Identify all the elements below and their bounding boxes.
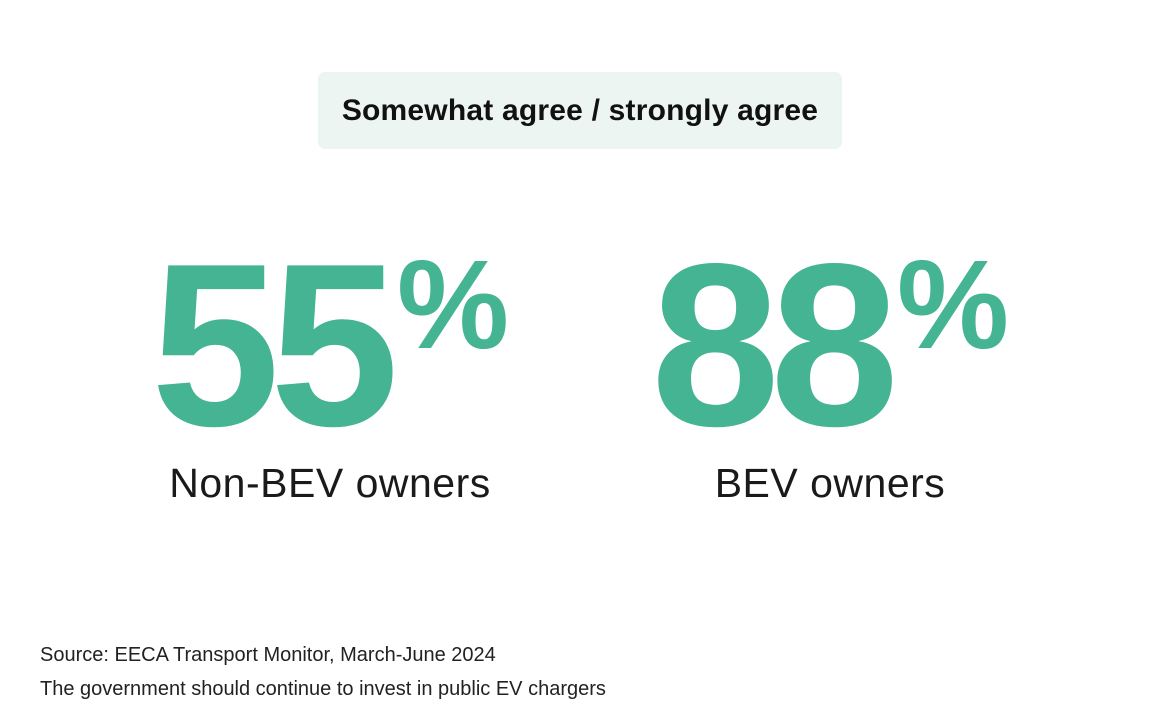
footer: Source: EECA Transport Monitor, March-Ju… bbox=[40, 638, 606, 706]
stat-value: 55 % bbox=[120, 216, 540, 475]
stat-label: BEV owners bbox=[714, 460, 946, 506]
stat-value-digits: 55 bbox=[150, 216, 399, 475]
chart-title: Somewhat agree / strongly agree bbox=[341, 93, 819, 127]
source-note: Source: EECA Transport Monitor, March-Ju… bbox=[40, 644, 496, 666]
chart-title-box: Somewhat agree / strongly agree bbox=[318, 72, 842, 149]
survey-question: The government should continue to invest… bbox=[40, 678, 606, 700]
stat-value: 88 % bbox=[620, 216, 1040, 475]
stat-bev-owners: 88 % BEV owners bbox=[620, 216, 1040, 518]
stat-value-percent-sign: % bbox=[897, 234, 1010, 375]
stat-value-percent-sign: % bbox=[397, 234, 510, 375]
stat-non-bev-owners: 55 % Non-BEV owners bbox=[120, 216, 540, 518]
stat-value-digits: 88 bbox=[650, 216, 899, 475]
stat-label: Non-BEV owners bbox=[169, 460, 491, 506]
